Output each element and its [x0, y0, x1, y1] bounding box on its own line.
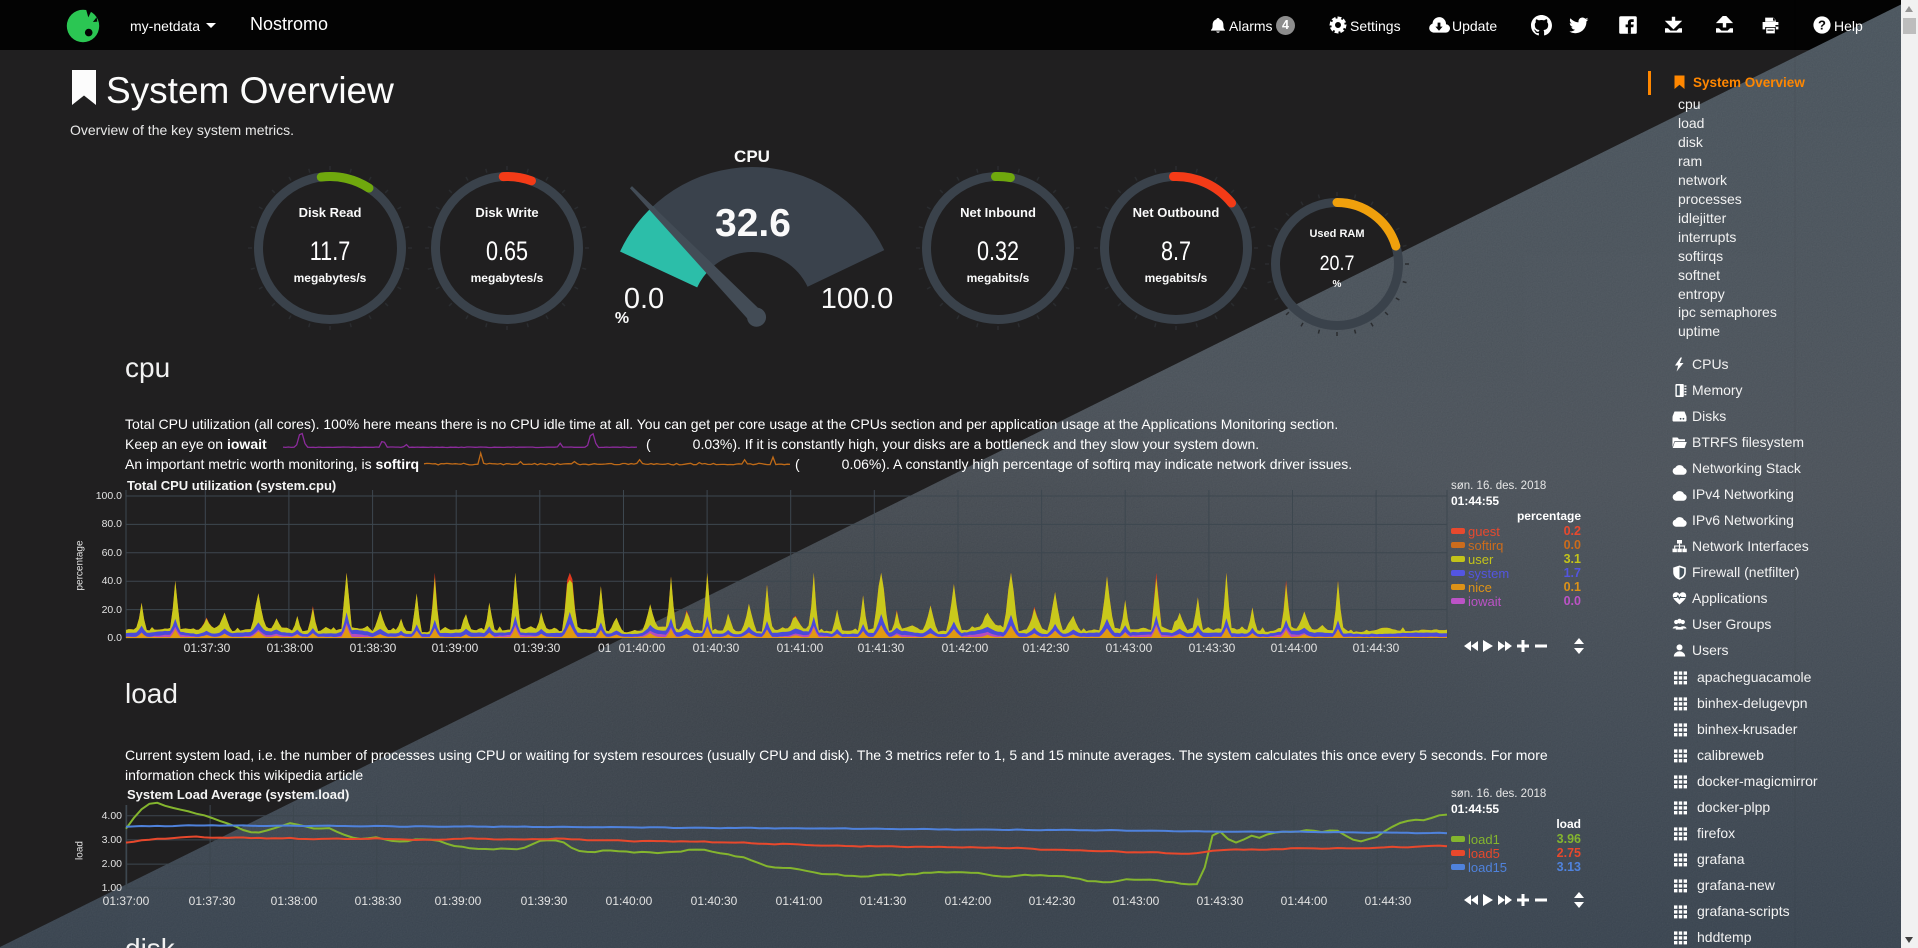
svg-text:?: ? — [1818, 17, 1826, 32]
